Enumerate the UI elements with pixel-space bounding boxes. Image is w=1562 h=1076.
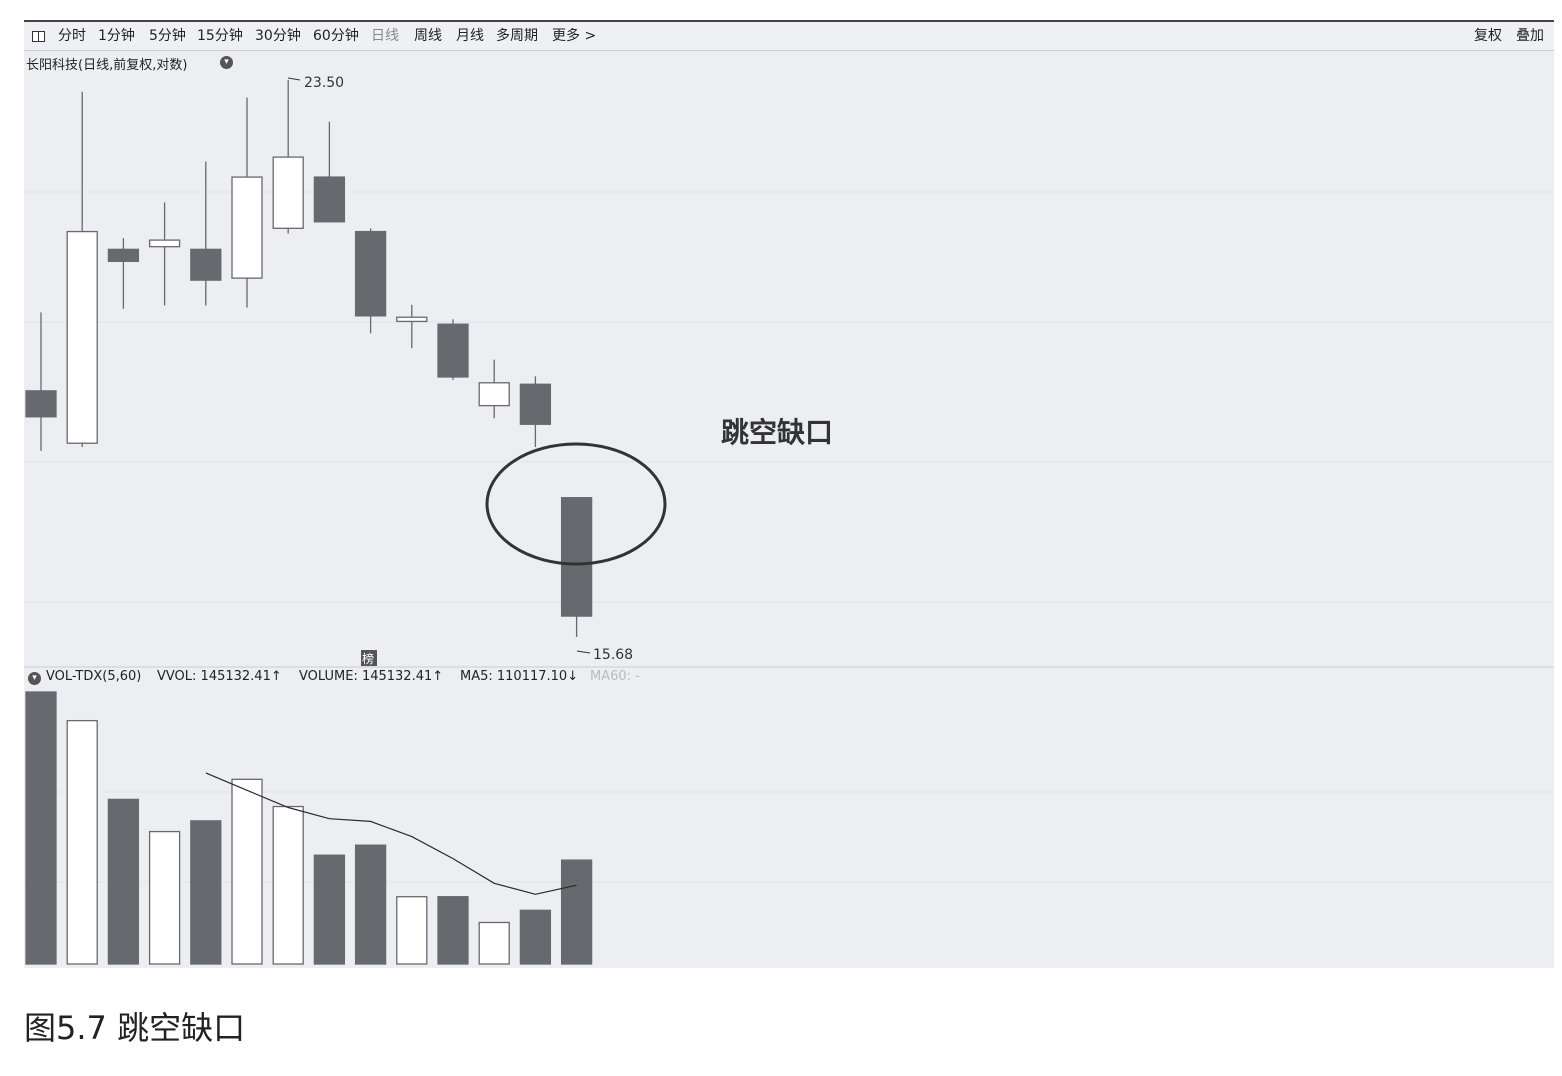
gap-annotation: 跳空缺口 — [721, 416, 833, 449]
tab-60min[interactable]: 60分钟 — [313, 28, 359, 44]
candle-6 — [272, 80, 304, 234]
candle-body-12 — [519, 383, 552, 425]
low-arrow-line — [576, 650, 591, 654]
tab-15min[interactable]: 15分钟 — [197, 28, 243, 44]
gap-circle — [485, 442, 667, 566]
low-label: 15.68 — [593, 647, 633, 663]
high-label: 23.50 — [304, 75, 344, 91]
candle-3 — [148, 202, 181, 306]
volume-bar-4 — [190, 820, 222, 965]
tab-1min[interactable]: 1分钟 — [98, 28, 135, 44]
tab-30min[interactable]: 30分钟 — [255, 28, 301, 44]
grid-lines — [24, 191, 1554, 883]
high-marker: 23.50 — [287, 75, 344, 91]
tab-5min[interactable]: 5分钟 — [149, 28, 186, 44]
candle-body-0 — [25, 390, 57, 418]
candle-body-1 — [66, 230, 98, 444]
volume-bar-5 — [231, 778, 263, 965]
candle-10 — [437, 319, 469, 380]
ma5-line — [205, 772, 577, 895]
candle-7 — [313, 121, 346, 223]
tab-more[interactable]: 更多 > — [552, 28, 597, 44]
badge-box — [361, 650, 377, 666]
candle-12 — [519, 376, 552, 448]
candle-13 — [560, 497, 593, 637]
candle-5 — [231, 97, 263, 308]
volume-bars — [25, 691, 593, 965]
candle-body-8 — [354, 230, 387, 317]
volume-bar-13 — [560, 859, 593, 965]
volume-bar-12 — [519, 909, 552, 965]
tab-fenshi[interactable]: 分时 — [58, 28, 86, 44]
volume-bar-10 — [437, 896, 469, 965]
candle-body-7 — [313, 176, 346, 223]
vvol-value: VVOL: 145132.41↑ — [157, 669, 282, 684]
candle-body-11 — [478, 382, 510, 407]
volume-bar-3 — [148, 830, 181, 965]
candle-body-4 — [190, 248, 222, 281]
candle-body-9 — [396, 316, 428, 323]
low-marker: 15.68 — [576, 647, 633, 663]
candle-1 — [66, 91, 98, 448]
candle-body-10 — [437, 323, 469, 378]
candle-body-2 — [107, 248, 140, 262]
chart-frame: 分时 1分钟 5分钟 15分钟 30分钟 60分钟 日线 周线 月线 多周期 更… — [24, 20, 1554, 968]
stock-title: 长阳科技(日线,前复权,对数) — [26, 58, 188, 73]
ma60-value: MA60: - — [590, 669, 640, 684]
volume-bar-9 — [396, 896, 428, 965]
volume-bar-1 — [66, 719, 98, 965]
volume-value: VOLUME: 145132.41↑ — [299, 669, 444, 684]
ma5-value: MA5: 110117.10↓ — [460, 669, 579, 684]
volume-bar-0 — [25, 691, 57, 965]
vol-indicator-name[interactable]: VOL-TDX(5,60) — [46, 669, 142, 684]
candle-body-5 — [231, 176, 263, 279]
candle-8 — [354, 228, 387, 334]
candle-2 — [107, 238, 140, 309]
panel-toggle-icon[interactable] — [32, 31, 45, 42]
candle-9 — [396, 304, 428, 349]
chevron-down-icon[interactable]: ▾ — [220, 56, 233, 69]
figure-caption: 图5.7 跳空缺口 — [24, 1009, 246, 1047]
volume-bar-6 — [272, 805, 304, 965]
tab-weekly[interactable]: 周线 — [414, 28, 442, 44]
volume-bar-11 — [478, 921, 510, 965]
high-arrow-line — [287, 77, 301, 81]
candles — [25, 80, 593, 637]
overlay-button[interactable]: 叠加 — [1516, 28, 1544, 44]
adjust-button[interactable]: 复权 — [1474, 28, 1502, 44]
badge-label: 榜 — [362, 651, 374, 666]
tab-monthly[interactable]: 月线 — [456, 28, 484, 44]
volume-bar-2 — [107, 798, 140, 965]
candle-11 — [478, 359, 510, 419]
candle-4 — [190, 161, 222, 306]
candle-body-3 — [148, 239, 181, 248]
candle-body-6 — [272, 156, 304, 229]
tab-daily[interactable]: 日线 — [371, 28, 399, 44]
period-toolbar: 分时 1分钟 5分钟 15分钟 30分钟 60分钟 日线 周线 月线 多周期 更… — [24, 22, 1554, 51]
chart-canvas: 23.50 15.68 跳空缺口 榜 — [24, 75, 1554, 965]
vol-menu-icon[interactable]: ▾ — [28, 672, 41, 685]
volume-bar-7 — [313, 854, 346, 965]
candle-body-13 — [560, 497, 593, 617]
candle-0 — [25, 312, 57, 451]
tab-multi-period[interactable]: 多周期 — [496, 28, 538, 44]
volume-bar-8 — [354, 844, 387, 965]
